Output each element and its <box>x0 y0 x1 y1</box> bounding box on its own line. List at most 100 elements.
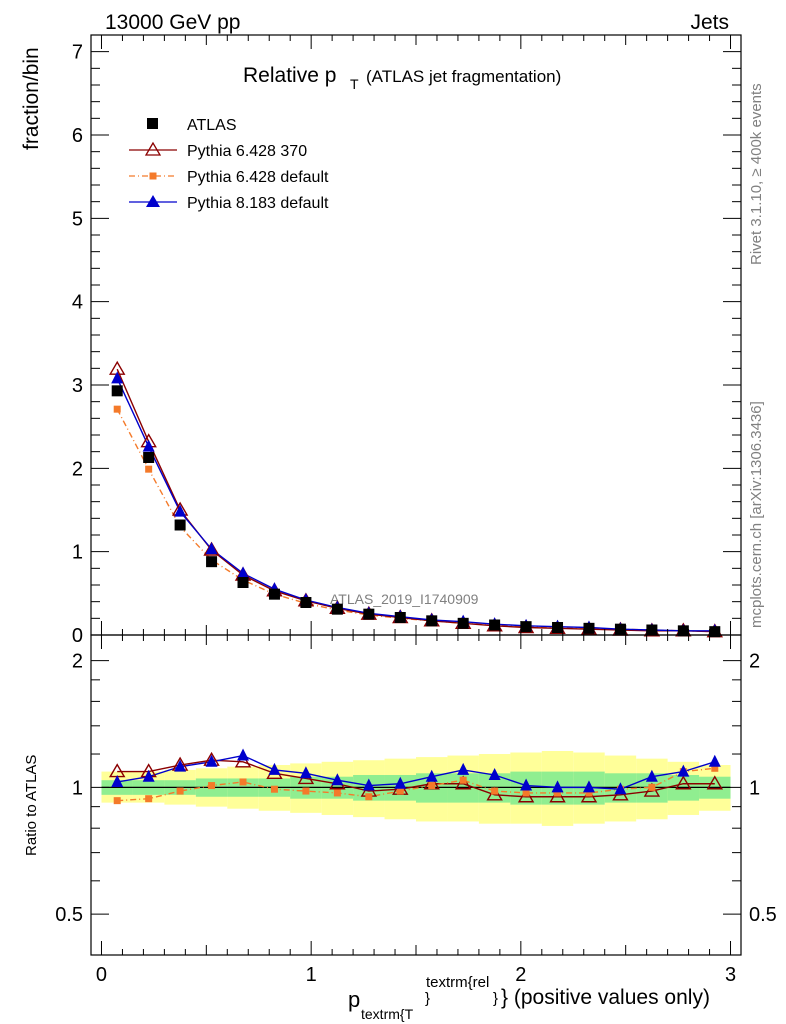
legend: ATLAS Pythia 6.428 370 Pythia 6.428 defa… <box>129 117 329 212</box>
x-axis-title: p textrm{T textrm{rel } } } (positive va… <box>348 974 710 1022</box>
main-point-pythia-8-183-default <box>174 504 187 517</box>
ratio-point-pythia-6-428-default <box>270 785 278 793</box>
legend-marker-py8 <box>146 195 160 207</box>
ratio-xtick-label: 1 <box>306 964 317 986</box>
ratio-point-pythia-6-428-370 <box>706 775 724 790</box>
main-point-pythia-8-183-default <box>237 566 250 579</box>
ratio-ytick-label: 0.5 <box>55 904 83 926</box>
main-point-pythia-6-428-default <box>145 465 153 473</box>
ratio-point-pythia-6-428-default <box>113 797 121 805</box>
main-point-atlas <box>363 608 375 620</box>
main-point-pythia-8-183-default <box>111 371 124 384</box>
main-ytick-label: 3 <box>72 375 83 397</box>
main-point-atlas <box>709 626 721 638</box>
ratio-point-pythia-8-183-default <box>677 764 690 777</box>
main-point-atlas <box>457 617 469 629</box>
ratio-point-pythia-8-183-default <box>520 778 533 791</box>
axes-layer: 0 1 2 3 4 5 6 7 0 1 2 3 0.5 0.5 1 1 2 2 <box>55 35 777 986</box>
xlabel-superscript: textrm{rel <box>426 974 489 991</box>
legend-label-py8: Pythia 8.183 default <box>187 195 329 212</box>
ratio-ytick-label: 2 <box>72 651 83 673</box>
ratio-point-pythia-8-183-default <box>174 759 187 772</box>
ratio-line-pythia-8-183-default <box>117 754 715 790</box>
ratio-point-pythia-6-428-default <box>396 787 404 795</box>
energy-label: 13000 GeV pp <box>105 11 240 34</box>
mcplots-label: mcplots.cern.ch [arXiv:1306.3436] <box>748 401 765 628</box>
main-point-atlas <box>489 619 501 631</box>
ratio-point-pythia-8-183-default <box>205 754 218 767</box>
ratio-xtick-label: 3 <box>725 964 736 986</box>
ratio-point-pythia-8-183-default <box>425 769 438 782</box>
ratio-ylabel: Ratio to ATLAS <box>23 755 40 856</box>
plot-title-main: Relative p <box>243 64 336 87</box>
main-ytick-label: 4 <box>72 292 83 314</box>
ratio-point-pythia-6-428-370 <box>234 753 252 768</box>
ratio-point-pythia-8-183-default <box>362 778 375 791</box>
ratio-point-pythia-6-428-default <box>176 787 184 795</box>
ratio-ytick-label: 1 <box>72 777 83 799</box>
ratio-point-pythia-8-183-default <box>614 782 627 795</box>
ratio-point-pythia-6-428-default <box>459 776 467 784</box>
main-point-atlas <box>206 556 218 568</box>
main-point-atlas <box>237 577 249 588</box>
ratio-point-pythia-6-428-370 <box>675 775 692 790</box>
ratio-point-pythia-6-428-default <box>522 789 530 797</box>
legend-marker-atlas <box>147 118 158 129</box>
main-ytick-label: 0 <box>72 625 83 647</box>
legend-label-atlas: ATLAS <box>187 117 237 134</box>
ratio-point-pythia-8-183-default <box>237 748 250 761</box>
main-ytick-label: 6 <box>72 125 83 147</box>
ratio-point-pythia-8-183-default <box>551 780 564 793</box>
ratio-point-pythia-8-183-default <box>111 774 124 787</box>
category-label: Jets <box>690 11 729 34</box>
ratio-series-layer <box>108 748 724 805</box>
ratio-point-pythia-8-183-default <box>331 773 344 786</box>
ratio-point-pythia-6-428-default <box>428 782 436 790</box>
legend-marker-py6-370 <box>144 141 162 156</box>
main-ytick-label: 7 <box>72 42 83 64</box>
ratio-point-pythia-6-428-default <box>145 795 153 803</box>
ratio-point-pythia-6-428-default <box>491 787 499 795</box>
ratio-point-pythia-6-428-default <box>711 764 719 772</box>
main-point-atlas <box>174 519 186 531</box>
ratio-point-pythia-6-428-default <box>333 789 341 797</box>
main-point-atlas <box>520 621 532 633</box>
ratio-point-pythia-6-428-default <box>585 789 593 797</box>
legend-label-py6-default: Pythia 6.428 default <box>187 169 329 186</box>
ratio-point-pythia-8-183-default <box>582 780 595 793</box>
ratio-point-pythia-6-428-default <box>302 787 310 795</box>
main-point-atlas <box>583 622 595 634</box>
main-point-atlas <box>143 452 155 463</box>
xlabel-brace-2: } <box>493 990 498 1007</box>
main-point-atlas <box>111 385 123 397</box>
ratio-point-pythia-8-183-default <box>488 767 501 780</box>
main-ytick-label: 2 <box>72 458 83 480</box>
plot-title-subscript: T <box>350 76 359 92</box>
plot-title: Relative p T (ATLAS jet fragmentation) <box>243 64 561 92</box>
main-point-atlas <box>268 588 280 600</box>
xlabel-subscript: textrm{T <box>361 1006 414 1022</box>
main-point-atlas <box>426 615 438 627</box>
main-point-atlas <box>552 622 564 633</box>
main-point-atlas <box>614 623 626 635</box>
plot-title-rest: (ATLAS jet fragmentation) <box>366 67 561 86</box>
main-point-pythia-6-428-default <box>113 405 121 413</box>
ratio-xtick-label: 2 <box>515 964 526 986</box>
main-point-pythia-6-428-370 <box>203 541 220 556</box>
ratio-point-pythia-8-183-default <box>394 776 407 789</box>
main-point-atlas <box>394 612 406 623</box>
xlabel-brace: } <box>425 990 430 1007</box>
legend-label-py6-370: Pythia 6.428 370 <box>187 143 307 160</box>
rivet-label: Rivet 3.1.10, ≥ 400k events <box>748 83 765 265</box>
main-point-atlas <box>331 603 343 615</box>
xlabel-main: p <box>348 987 360 1012</box>
ratio-point-pythia-8-183-default <box>708 754 721 767</box>
legend-marker-py6-default <box>149 172 157 180</box>
ratio-point-pythia-6-428-default <box>648 783 656 791</box>
ratio-line-pythia-6-428-default <box>117 767 715 802</box>
main-point-atlas <box>646 624 658 636</box>
ratio-xtick-label: 0 <box>96 964 107 986</box>
main-point-atlas <box>300 597 312 608</box>
main-point-pythia-8-183-default <box>142 439 155 452</box>
